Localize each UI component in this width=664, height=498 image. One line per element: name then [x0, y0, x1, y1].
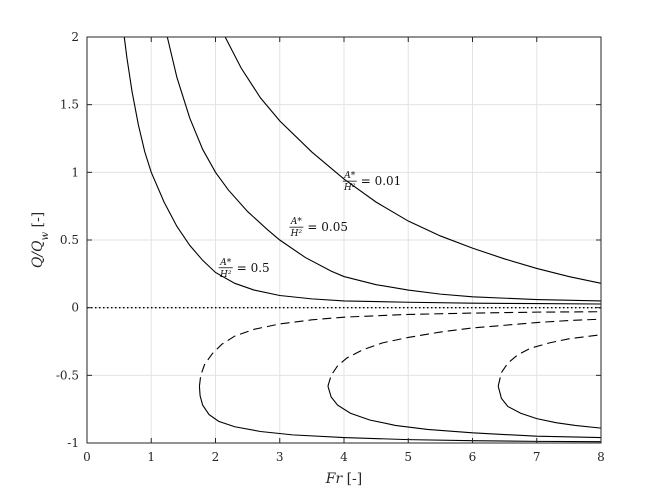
y-tick-label: 0 — [71, 301, 79, 315]
curve-annotation: A* H² = 0.5 — [218, 258, 270, 280]
grid — [86, 36, 602, 444]
x-axis-label: Fr [-] — [325, 471, 363, 487]
annotation-denominator: H² — [290, 229, 303, 239]
annotation-numerator: A* — [290, 217, 302, 227]
tick-labels: 0 1 2 3 4 5 6 7 8 -1 -0.5 0 0.5 1 1.5 2 — [56, 30, 605, 464]
axis-ticks — [86, 36, 602, 444]
x-tick-label: 0 — [83, 450, 91, 464]
annotation-denominator: H² — [219, 270, 232, 280]
annotation-value: = 0.05 — [307, 220, 348, 234]
curve-annotation: A* H² = 0.05 — [289, 217, 348, 239]
annotation-value: = 0.01 — [361, 174, 402, 188]
y-tick-label: 1.5 — [60, 98, 79, 112]
series-line-5 — [198, 386, 602, 443]
x-tick-label: 8 — [597, 450, 605, 464]
x-tick-label: 3 — [276, 450, 284, 464]
x-tick-label: 1 — [147, 450, 155, 464]
x-tick-label: 4 — [340, 450, 348, 464]
y-tick-label: 0.5 — [60, 233, 79, 247]
series-layer — [123, 36, 602, 443]
curve-annotations: A* H² = 0.5 A* H² = 0.05 A* H² = 0.01 — [218, 171, 402, 280]
y-tick-label: -1 — [67, 436, 79, 450]
series-line-3 — [224, 36, 602, 284]
series-line-2 — [166, 36, 602, 302]
y-axis-label: Q/Qw [-] — [30, 212, 51, 268]
x-tick-label: 7 — [533, 450, 541, 464]
x-tick-label: 2 — [212, 450, 220, 464]
series-line-1 — [123, 36, 602, 305]
annotation-numerator: A* — [219, 258, 231, 268]
x-tick-label: 5 — [404, 450, 412, 464]
y-tick-label: 1 — [71, 165, 79, 179]
annotation-value: = 0.5 — [237, 261, 270, 275]
series-line-8 — [497, 334, 602, 387]
y-tick-label: -0.5 — [56, 368, 79, 382]
curve-annotation: A* H² = 0.01 — [342, 171, 402, 193]
series-line-6 — [327, 318, 602, 387]
annotation-denominator: H² — [343, 183, 356, 193]
series-line-9 — [497, 386, 602, 429]
annotation-numerator: A* — [343, 171, 355, 181]
series-line-7 — [327, 386, 602, 439]
y-tick-label: 2 — [71, 30, 79, 44]
x-tick-label: 6 — [469, 450, 477, 464]
